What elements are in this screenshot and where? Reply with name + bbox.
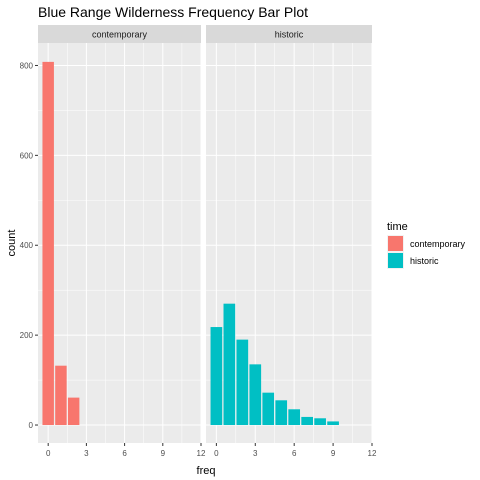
bar-historic bbox=[288, 409, 301, 426]
legend-title: time bbox=[387, 221, 408, 233]
panels-layer: contemporary 0 3 6 9 12 historic 0 3 6 9 12 0 200 400 6… bbox=[20, 25, 377, 458]
x-axis-title: freq bbox=[197, 465, 216, 477]
bar-historic bbox=[301, 416, 313, 426]
legend-key-historic bbox=[388, 253, 403, 268]
bar-historic bbox=[249, 364, 262, 426]
bar-contemporary bbox=[67, 397, 80, 426]
x-tick-label: 12 bbox=[197, 449, 206, 458]
y-tick-label: 600 bbox=[20, 151, 34, 160]
x-tick-label: 9 bbox=[331, 449, 336, 458]
y-tick-label: 400 bbox=[20, 241, 34, 250]
y-tick-label: 200 bbox=[20, 331, 34, 340]
bar-historic bbox=[262, 392, 275, 426]
legend-key-contemporary bbox=[388, 236, 403, 251]
legend-label-historic: historic bbox=[410, 256, 439, 266]
bar-historic bbox=[236, 339, 249, 426]
legend: time contemporary historic bbox=[387, 221, 466, 269]
y-tick-label: 0 bbox=[29, 421, 34, 430]
x-tick-label: 12 bbox=[368, 449, 377, 458]
bar-historic bbox=[210, 327, 223, 426]
x-tick-label: 0 bbox=[46, 449, 51, 458]
x-tick-label: 3 bbox=[84, 449, 89, 458]
chart-title: Blue Range Wilderness Frequency Bar Plot bbox=[38, 4, 308, 20]
legend-label-contemporary: contemporary bbox=[410, 239, 466, 249]
x-tick-label: 0 bbox=[214, 449, 219, 458]
bar-contemporary bbox=[55, 365, 67, 426]
bar-historic bbox=[327, 421, 339, 426]
x-tick-label: 9 bbox=[161, 449, 166, 458]
bar-historic bbox=[275, 400, 288, 426]
facet-strip-label: historic bbox=[275, 30, 304, 40]
y-tick-label: 800 bbox=[20, 61, 34, 70]
facet-strip-label: contemporary bbox=[92, 30, 148, 40]
y-axis-title: count bbox=[6, 230, 18, 257]
facet-strip bbox=[206, 25, 372, 43]
bar-historic bbox=[314, 418, 326, 426]
x-tick-label: 6 bbox=[122, 449, 127, 458]
bar-contemporary bbox=[42, 61, 54, 426]
bar-historic bbox=[223, 303, 236, 426]
facet-strip bbox=[38, 25, 201, 43]
x-tick-label: 3 bbox=[253, 449, 258, 458]
x-tick-label: 6 bbox=[292, 449, 297, 458]
